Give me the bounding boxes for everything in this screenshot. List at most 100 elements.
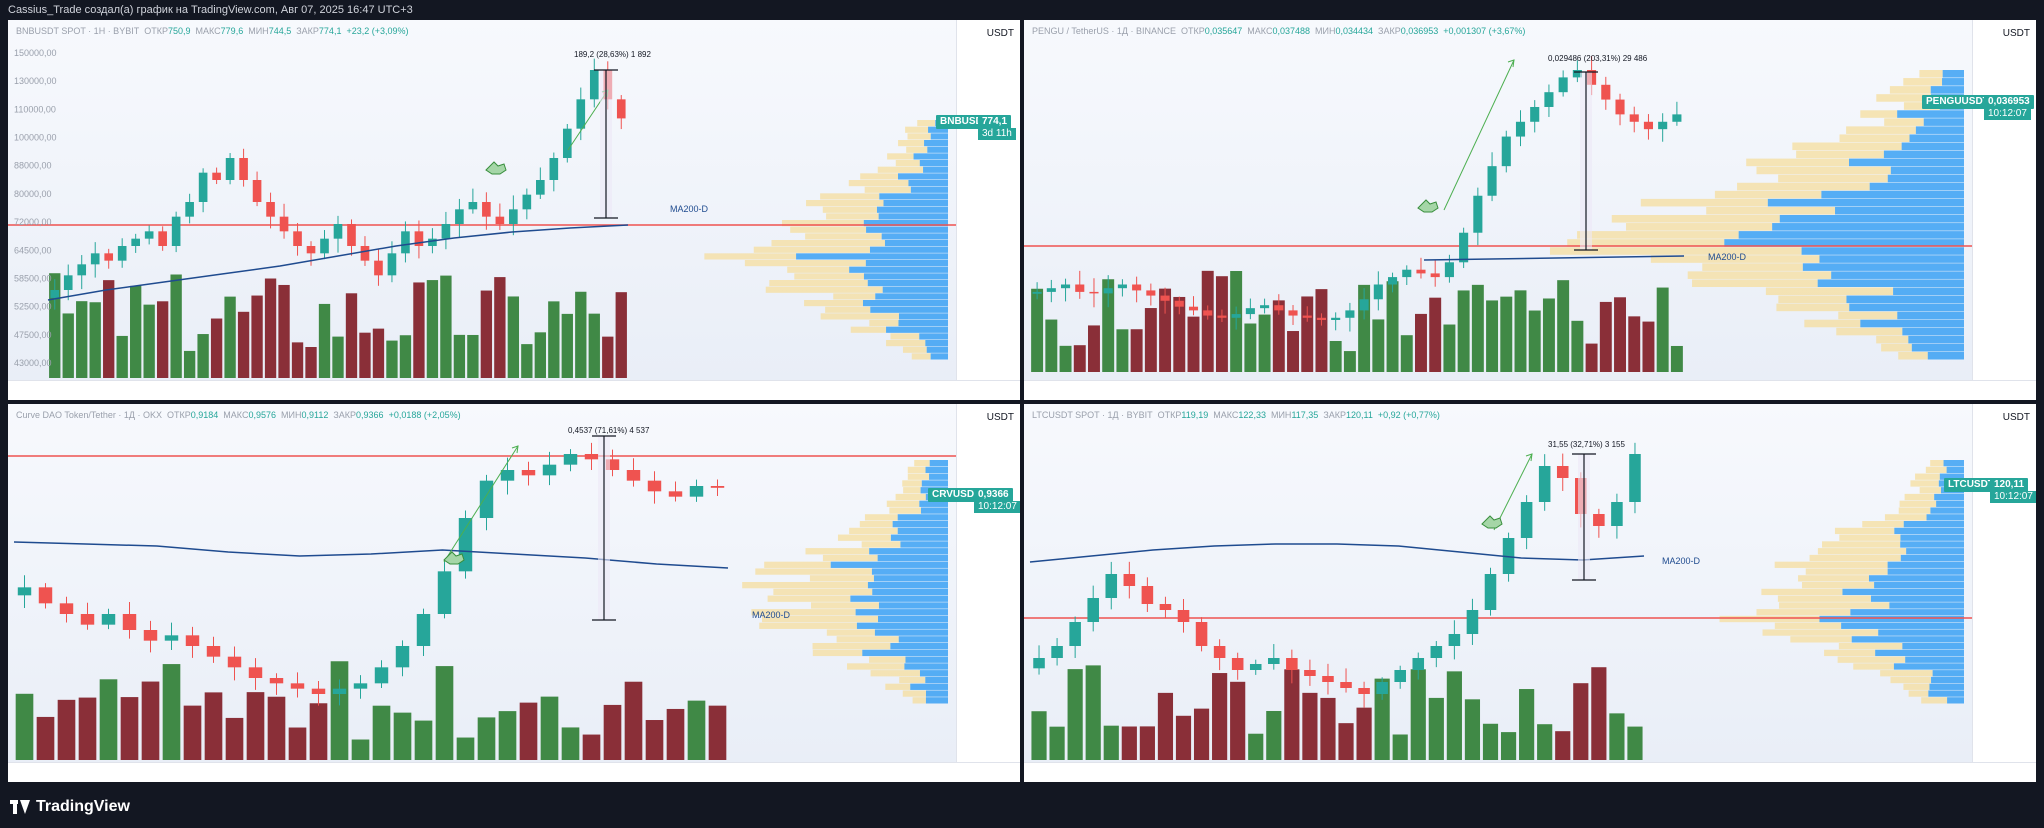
volume-bar — [278, 284, 290, 378]
volume-profile-buy-bar — [1702, 263, 1803, 271]
candle-body — [1601, 84, 1611, 100]
volume-profile-buy-bar — [907, 133, 931, 140]
volume-profile-sell-bar — [1819, 255, 1964, 263]
volume-profile-sell-bar — [1900, 534, 1964, 541]
left-axis-tick: 150000,00 — [14, 48, 57, 58]
candle-body — [1203, 310, 1213, 316]
symbol-label[interactable]: PENGU / TetherUS · 1Д · BINANCE — [1032, 26, 1176, 36]
volume-bar — [575, 291, 587, 378]
candle-body — [332, 688, 347, 694]
candle-body — [414, 231, 424, 246]
symbol-label[interactable]: BNBUSDT SPOT · 1Н · BYBIT — [16, 26, 140, 36]
volume-profile-sell-bar — [1772, 223, 1964, 231]
volume-profile-sell-bar — [1905, 656, 1964, 663]
volume-profile-buy-bar — [767, 595, 851, 602]
volume-bar — [1102, 279, 1115, 372]
high-value: 0,9576 — [248, 410, 276, 420]
volume-bar — [1514, 290, 1527, 372]
currency-label[interactable]: USDT — [2002, 28, 2030, 39]
volume-profile-sell-bar — [862, 300, 948, 307]
volume-bar — [1500, 732, 1517, 760]
chart-panel-ltc[interactable]: 130,00120,00112,00104,0096,0088,5082,507… — [1024, 404, 2036, 782]
volume-bar — [1482, 723, 1499, 760]
volume-profile-buy-bar — [1706, 206, 1836, 215]
volume-bar — [116, 335, 128, 378]
time-axis[interactable] — [1024, 762, 2036, 782]
candle-body — [1387, 277, 1398, 285]
volume-bar — [1301, 296, 1314, 372]
volume-profile-sell-bar — [930, 353, 948, 360]
volume-profile-buy-bar — [1567, 239, 1725, 247]
candle-body — [1159, 604, 1172, 610]
candlestick-chart[interactable]: 0,0500000,0400000,0350000,0300000,025000… — [1024, 20, 2036, 400]
change-value: +23,2 (+3,09%) — [346, 26, 409, 36]
price-axis[interactable] — [1972, 404, 2036, 762]
volume-profile-sell-bar — [1906, 548, 1964, 555]
open-label: ОТКР — [144, 26, 168, 36]
chart-panel-pengu[interactable]: 0,0500000,0400000,0350000,0300000,025000… — [1024, 20, 2036, 400]
volume-profile-sell-bar — [1738, 231, 1964, 239]
volume-profile-buy-bar — [1919, 70, 1943, 78]
volume-profile-buy-bar — [1853, 663, 1894, 670]
candlestick-chart[interactable]: 130,00120,00112,00104,0096,0088,5082,507… — [1024, 404, 2036, 782]
time-axis[interactable] — [8, 762, 1020, 782]
volume-profile-sell-bar — [925, 676, 948, 684]
volume-bar — [1591, 667, 1607, 760]
volume-bar — [1031, 711, 1047, 760]
candle-body — [1322, 676, 1334, 682]
volume-profile-buy-bar — [1778, 295, 1847, 304]
candle-body — [1430, 646, 1443, 658]
volume-bar — [1358, 284, 1371, 372]
volume-profile-sell-bar — [870, 306, 948, 313]
volume-bar — [76, 301, 88, 378]
chart-panel-crv[interactable]: 1,10001,00000,90000,80000,75000,70000,64… — [8, 404, 1020, 782]
candle-body — [1160, 295, 1170, 301]
candle-body — [416, 614, 431, 646]
countdown-tag: 10:12:07 — [974, 501, 1020, 513]
currency-label[interactable]: USDT — [986, 28, 1014, 39]
candle-body — [1520, 502, 1533, 538]
volume-bar — [588, 313, 600, 378]
currency-label[interactable]: USDT — [2002, 412, 2030, 423]
symbol-label[interactable]: Curve DAO Token/Tether · 1Д · OKX — [16, 410, 162, 420]
volume-profile-sell-bar — [869, 246, 948, 253]
volume-bar — [453, 334, 466, 378]
candle-body — [1515, 121, 1526, 137]
volume-profile-buy-bar — [1930, 460, 1944, 467]
time-axis[interactable] — [1024, 380, 2036, 400]
volume-profile-sell-bar — [1850, 609, 1964, 616]
volume-profile-sell-bar — [867, 582, 948, 589]
volume-bar — [582, 734, 601, 760]
candle-body — [131, 238, 140, 246]
volume-profile-sell-bar — [1902, 643, 1964, 650]
candle-body — [374, 667, 389, 684]
volume-bar — [1392, 734, 1408, 760]
countdown-tag: 3d 11h — [978, 128, 1016, 140]
symbol-label[interactable]: LTCUSDT SPOT · 1Д · BYBIT — [1032, 410, 1153, 420]
candle-body — [185, 635, 200, 646]
candle-body — [521, 470, 536, 476]
time-axis[interactable] — [8, 380, 1020, 400]
volume-bar — [345, 293, 358, 378]
volume-profile-buy-bar — [1756, 609, 1851, 616]
volume-profile-buy-bar — [1889, 86, 1931, 94]
price-axis[interactable] — [1972, 20, 2036, 380]
volume-bar — [1287, 331, 1299, 372]
trend-arrow-line — [1443, 59, 1515, 211]
chart-panel-bnb[interactable]: 880,0840,0790,0740,0700,0660,0620,0590,0… — [8, 20, 1020, 400]
candlestick-chart[interactable]: 1,10001,00000,90000,80000,75000,70000,64… — [8, 404, 1020, 782]
volume-profile-buy-bar — [1915, 473, 1940, 480]
last-price-tag: 774,1 — [978, 115, 1012, 129]
volume-profile-buy-bar — [1890, 676, 1932, 684]
price-axis[interactable] — [956, 404, 1020, 762]
volume-profile-sell-bar — [929, 473, 948, 480]
left-axis-tick: 100000,00 — [14, 133, 57, 143]
volume-profile-buy-bar — [1805, 568, 1888, 575]
price-axis[interactable] — [956, 20, 1020, 380]
currency-label[interactable]: USDT — [986, 412, 1014, 423]
volume-profile-buy-bar — [1903, 683, 1930, 690]
candlestick-chart[interactable]: 880,0840,0790,0740,0700,0660,0620,0590,0… — [8, 20, 1020, 400]
volume-profile-sell-bar — [1889, 602, 1964, 609]
candle-body — [1629, 114, 1639, 122]
volume-bar — [413, 282, 425, 378]
